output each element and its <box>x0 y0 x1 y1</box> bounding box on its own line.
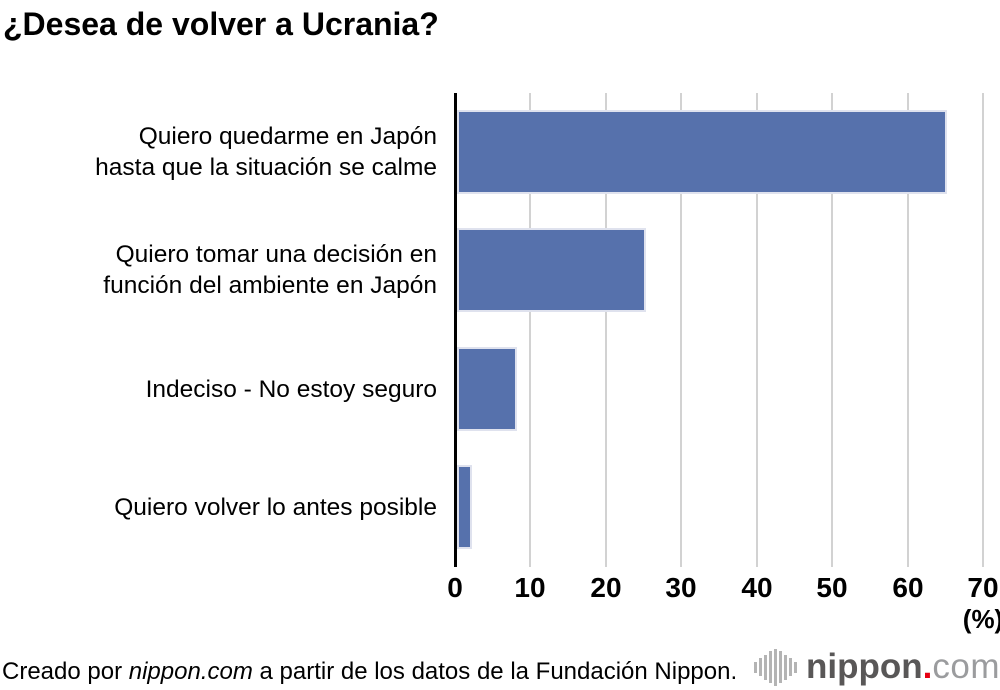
category-label-line: función del ambiente en Japón <box>103 272 437 299</box>
gridline <box>605 93 607 567</box>
category-label-line: Indeciso - No estoy seguro <box>145 375 437 403</box>
category-label-line: hasta que la situación se calme <box>95 154 437 181</box>
x-tick-label: 50 <box>816 572 848 603</box>
bar <box>457 465 472 549</box>
axis-unit-label: (%) <box>962 604 1000 634</box>
category-label: Quiero quedarme en Japón hasta que la sit… <box>0 110 437 194</box>
x-tick-label: 20 <box>590 572 622 603</box>
x-tick-label: 70 <box>967 572 999 603</box>
footer: Creado por nippon.com a partir de los da… <box>0 644 1000 690</box>
chart-title: ¿Desea de volver a Ucrania? <box>3 6 439 42</box>
logo-dot: . <box>922 647 933 686</box>
plot-area: (%) 0 10 20 30 40 50 60 70 <box>447 93 1000 634</box>
nippon-logo: nippon.com <box>754 646 1000 688</box>
x-tick-label: 60 <box>892 572 924 603</box>
credit-text: Creado por nippon.com a partir de los da… <box>2 658 737 686</box>
gridline <box>907 93 909 567</box>
x-tick-label: 10 <box>514 572 546 603</box>
bar <box>457 228 646 312</box>
x-tick-label: 0 <box>447 572 463 603</box>
category-label-line: Quiero tomar una decisión en <box>115 241 437 268</box>
credit-brand: nippon.com <box>128 658 253 685</box>
category-label-line: Quiero quedarme en Japón <box>138 123 437 150</box>
bar <box>457 110 947 194</box>
category-labels: Quiero quedarme en Japón hasta que la sit… <box>0 93 437 557</box>
soundwave-icon <box>754 646 798 688</box>
gridline <box>982 93 984 567</box>
category-label-line: Quiero volver lo antes posible <box>114 493 437 521</box>
x-tick-label: 40 <box>741 572 773 603</box>
bar <box>457 347 517 431</box>
logo-bold-part: nippon <box>806 647 923 686</box>
x-tick-label: 30 <box>665 572 697 603</box>
gridline <box>680 93 682 567</box>
gridline <box>756 93 758 567</box>
logo-light-part: com <box>932 647 1000 686</box>
credit-suffix: a partir de los datos de la Fundación Ni… <box>252 658 738 685</box>
category-label: Indeciso - No estoy seguro <box>0 347 437 431</box>
category-label: Quiero volver lo antes posible <box>0 465 437 549</box>
axis-zero-line <box>454 93 457 567</box>
logo-wordmark: nippon.com <box>806 646 1000 688</box>
credit-prefix: Creado por <box>2 658 129 685</box>
gridline <box>831 93 833 567</box>
category-label: Quiero tomar una decisión en función del … <box>0 228 437 312</box>
gridline <box>529 93 531 567</box>
